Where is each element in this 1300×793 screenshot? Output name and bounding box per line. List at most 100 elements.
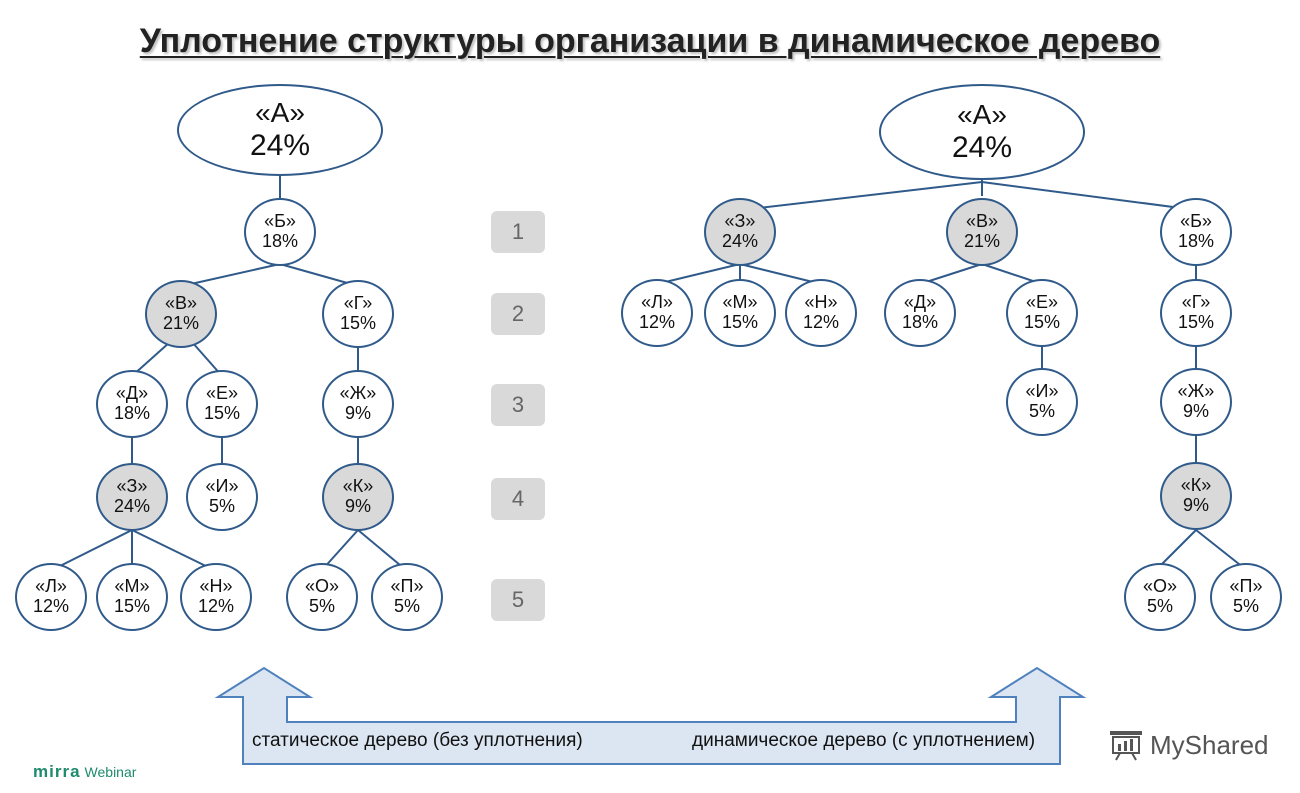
node-name: «Г» <box>343 293 373 314</box>
node-value: 24% <box>249 128 311 162</box>
node-l-right: «Л» 12% <box>621 279 693 347</box>
node-d-left: «Д» 18% <box>96 370 168 438</box>
node-value: 9% <box>1182 401 1209 421</box>
node-name: «А» <box>255 97 305 129</box>
node-name: «П» <box>1229 576 1263 597</box>
node-name: «Б» <box>264 211 296 232</box>
edge <box>131 529 215 571</box>
node-name: «М» <box>114 576 150 597</box>
node-g-left: «Г» 15% <box>322 280 394 348</box>
node-b-left: «Б» 18% <box>244 198 316 266</box>
node-i-left: «И» 5% <box>186 463 258 531</box>
edge <box>51 529 133 571</box>
level-4: 4 <box>491 478 545 520</box>
caption-dynamic: динамическое дерево (с уплотнением) <box>692 730 1036 751</box>
node-name: «М» <box>722 292 758 313</box>
node-name: «К» <box>342 476 374 497</box>
node-n-right: «Н» 12% <box>785 279 857 347</box>
edge <box>741 181 983 211</box>
node-name: «Н» <box>804 292 838 313</box>
node-value: 15% <box>339 313 377 333</box>
node-name: «Д» <box>115 383 149 404</box>
node-name: «Г» <box>1181 292 1211 313</box>
node-z-left: «З» 24% <box>96 463 168 531</box>
node-p-left: «П» 5% <box>371 563 443 631</box>
double-arrow <box>214 666 1087 765</box>
node-zh-right: «Ж» 9% <box>1160 368 1232 436</box>
node-value: 15% <box>113 596 151 616</box>
node-value: 18% <box>901 312 939 332</box>
node-p-right: «П» 5% <box>1210 563 1282 631</box>
level-2: 2 <box>491 293 545 335</box>
node-e-right: «Е» 15% <box>1006 279 1078 347</box>
diagram-title: Уплотнение структуры организации в динам… <box>139 22 1161 60</box>
node-o-right: «О» 5% <box>1124 563 1196 631</box>
node-name: «П» <box>390 576 424 597</box>
webinar-wordmark: Webinar <box>84 764 137 780</box>
node-name: «И» <box>205 476 239 497</box>
node-value: 15% <box>721 312 759 332</box>
node-k-right: «К» 9% <box>1160 462 1232 530</box>
mirra-logo: mirra Webinar <box>33 762 136 782</box>
node-name: «А» <box>957 99 1007 131</box>
node-name: «О» <box>304 576 340 597</box>
node-l-left: «Л» 12% <box>15 563 87 631</box>
node-name: «И» <box>1025 381 1059 402</box>
node-v-left: «В» 21% <box>145 280 217 348</box>
node-n-left: «Н» 12% <box>180 563 252 631</box>
node-a-right: «А» 24% <box>879 84 1085 180</box>
node-value: 5% <box>1232 596 1259 616</box>
node-name: «З» <box>724 211 756 232</box>
edge <box>1157 529 1197 569</box>
node-value: 9% <box>1182 495 1209 515</box>
node-value: 24% <box>951 130 1013 164</box>
node-value: 15% <box>203 403 241 423</box>
node-value: 12% <box>638 312 676 332</box>
myshared-wordmark: MyShared <box>1150 729 1269 760</box>
node-g-right: «Г» 15% <box>1160 279 1232 347</box>
node-name: «Б» <box>1180 211 1212 232</box>
node-name: «Н» <box>199 576 233 597</box>
edge <box>981 181 1197 211</box>
node-value: 9% <box>344 496 371 516</box>
node-value: 12% <box>802 312 840 332</box>
node-b-right: «Б» 18% <box>1160 198 1232 266</box>
level-3: 3 <box>491 384 545 426</box>
node-o-left: «О» 5% <box>286 563 358 631</box>
node-value: 12% <box>32 596 70 616</box>
node-name: «Ж» <box>1177 381 1215 402</box>
node-name: «Ж» <box>339 383 377 404</box>
node-value: 21% <box>162 313 200 333</box>
node-e-left: «Е» 15% <box>186 370 258 438</box>
presentation-board-icon <box>1110 731 1142 761</box>
node-name: «Е» <box>1025 292 1059 313</box>
node-name: «В» <box>164 293 198 314</box>
edge <box>1195 529 1245 569</box>
level-5: 5 <box>491 579 545 621</box>
level-1: 1 <box>491 211 545 253</box>
node-value: 18% <box>261 231 299 251</box>
node-name: «З» <box>116 476 148 497</box>
node-value: 15% <box>1023 312 1061 332</box>
node-name: «В» <box>965 211 999 232</box>
node-value: 5% <box>1028 401 1055 421</box>
node-value: 12% <box>197 596 235 616</box>
node-m-left: «М» 15% <box>96 563 168 631</box>
edge <box>181 263 281 287</box>
myshared-logo: MyShared <box>1108 729 1269 761</box>
node-value: 5% <box>1146 596 1173 616</box>
node-value: 21% <box>963 231 1001 251</box>
node-z-right: «З» 24% <box>704 198 776 266</box>
node-value: 15% <box>1177 312 1215 332</box>
node-value: 9% <box>344 403 371 423</box>
node-k-left: «К» 9% <box>322 463 394 531</box>
node-i-right: «И» 5% <box>1006 368 1078 436</box>
node-a-left: «А» 24% <box>177 84 383 176</box>
node-value: 5% <box>308 596 335 616</box>
node-value: 24% <box>113 496 151 516</box>
node-name: «Д» <box>903 292 937 313</box>
node-value: 18% <box>113 403 151 423</box>
node-d-right: «Д» 18% <box>884 279 956 347</box>
